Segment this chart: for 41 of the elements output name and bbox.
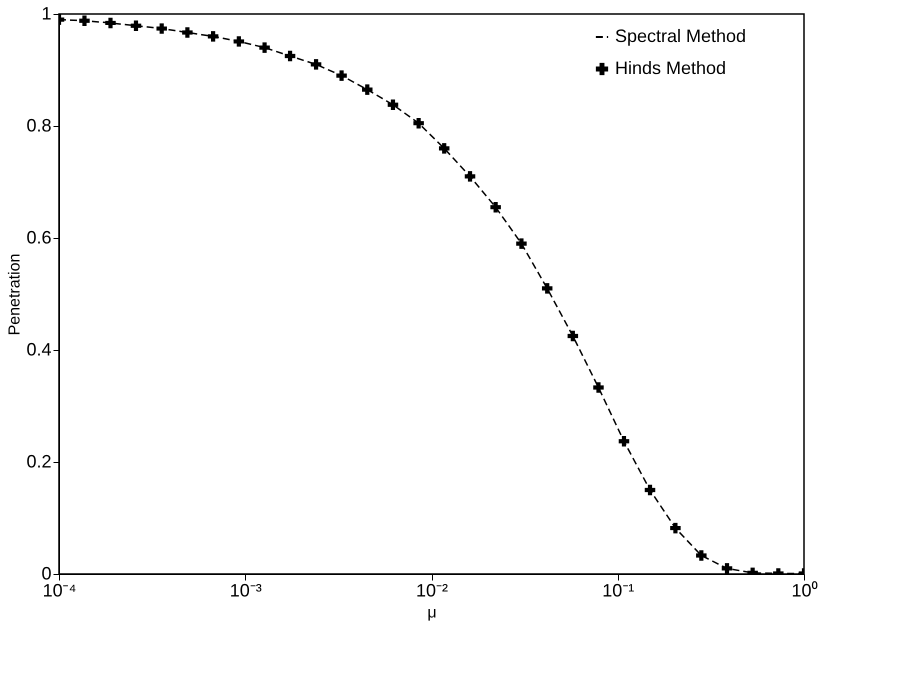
point: [670, 522, 681, 534]
x-tick-label: 10⁻¹: [602, 580, 634, 600]
point: [105, 18, 116, 28]
point: [593, 382, 604, 393]
y-tick-label: 0.6: [26, 228, 52, 248]
y-tick-label: 0: [41, 564, 52, 584]
point: [310, 59, 322, 70]
point: [79, 15, 90, 26]
point: [438, 143, 450, 154]
point: [696, 550, 707, 561]
point: [284, 50, 296, 62]
point: [490, 202, 501, 212]
point: [156, 23, 167, 34]
y-tick-label: 0.2: [26, 452, 52, 472]
point: [618, 436, 630, 447]
point: [182, 27, 193, 38]
legend-label: Spectral Method: [615, 26, 746, 46]
point: [542, 283, 552, 294]
point: [722, 563, 732, 574]
point: [568, 330, 578, 342]
y-axis-title: Penetration: [6, 254, 24, 336]
point: [208, 31, 218, 42]
point: [259, 42, 270, 53]
point: [388, 99, 398, 110]
legend-label: Hinds Method: [615, 58, 726, 78]
x-tick-label: 10⁰: [791, 580, 818, 600]
y-tick-label: 0.8: [26, 116, 52, 136]
point: [336, 70, 347, 81]
point: [516, 238, 527, 249]
point: [130, 20, 142, 32]
point: [413, 118, 424, 128]
x-tick-label: 10⁻⁴: [42, 580, 76, 600]
x-tick-label: 10⁻³: [230, 580, 262, 600]
point: [644, 484, 656, 496]
y-tick-label: 1: [41, 4, 52, 24]
point: [234, 36, 244, 47]
x-axis-title: μ: [427, 604, 437, 622]
x-tick-label: 10⁻²: [416, 580, 448, 600]
y-tick-label: 0.4: [26, 340, 52, 360]
point: [464, 171, 476, 182]
point: [362, 84, 373, 95]
